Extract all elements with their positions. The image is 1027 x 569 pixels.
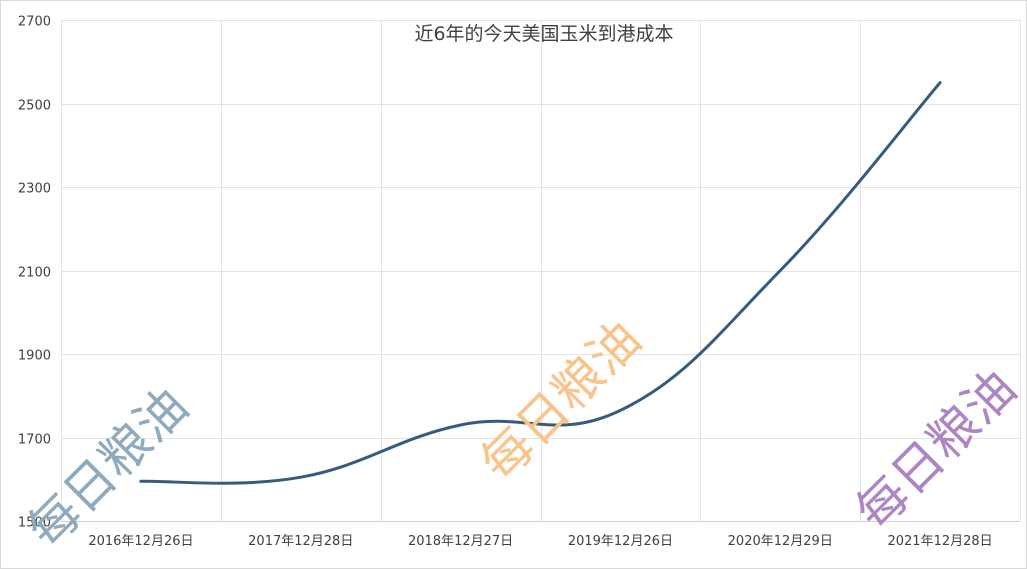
y-axis-ticks: 1500 1700 1900 2100 2300 2500 2700 [18, 15, 51, 531]
x-tick-label: 2020年12月29日 [728, 534, 833, 549]
series-line [139, 81, 942, 485]
y-tick-label: 2100 [18, 266, 51, 281]
x-axis-ticks: 2016年12月26日 2017年12月28日 2018年12月27日 2019年12… [88, 534, 992, 549]
y-tick-label: 2500 [18, 99, 51, 114]
y-tick-label: 2700 [18, 15, 51, 30]
x-tick-label: 2017年12月28日 [248, 534, 353, 549]
x-tick-label: 2016年12月26日 [88, 534, 193, 549]
series-layer [139, 81, 942, 485]
y-tick-label: 1900 [18, 349, 51, 364]
y-tick-label: 2300 [18, 182, 51, 197]
grid [61, 20, 1021, 522]
chart-title: 近6年的今天美国玉米到港成本 [414, 23, 673, 45]
x-tick-label: 2019年12月26日 [568, 534, 673, 549]
x-tick-label: 2021年12月28日 [887, 534, 992, 549]
x-tick-label: 2018年12月27日 [408, 534, 513, 549]
y-tick-label: 1700 [18, 433, 51, 448]
y-tick-label: 1500 [18, 516, 51, 531]
